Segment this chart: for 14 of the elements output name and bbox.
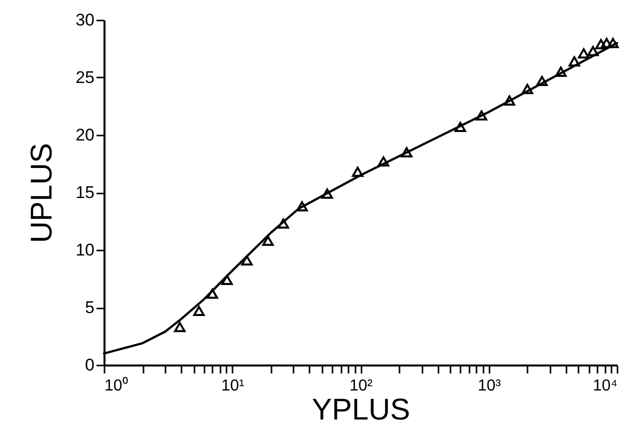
x-tick-label: 10⁴ <box>592 378 618 394</box>
y-axis-title: UPLUS <box>26 142 59 244</box>
y-tick-label: 20 <box>76 126 94 144</box>
x-tick-label: 10³ <box>478 378 502 394</box>
y-tick-label: 10 <box>76 240 94 260</box>
x-tick-label: 10² <box>349 378 374 394</box>
y-tick-label: 30 <box>76 10 94 30</box>
y-tick-label: 15 <box>76 183 94 202</box>
x-tick-label: 10⁰ <box>104 376 128 394</box>
y-tick-label: 0 <box>85 356 94 374</box>
x-axis-title: YPLUS <box>312 394 410 423</box>
x-tick-label: 10¹ <box>221 378 244 394</box>
y-tick-label: 25 <box>76 68 94 87</box>
y-tick-label: 5 <box>85 298 94 317</box>
